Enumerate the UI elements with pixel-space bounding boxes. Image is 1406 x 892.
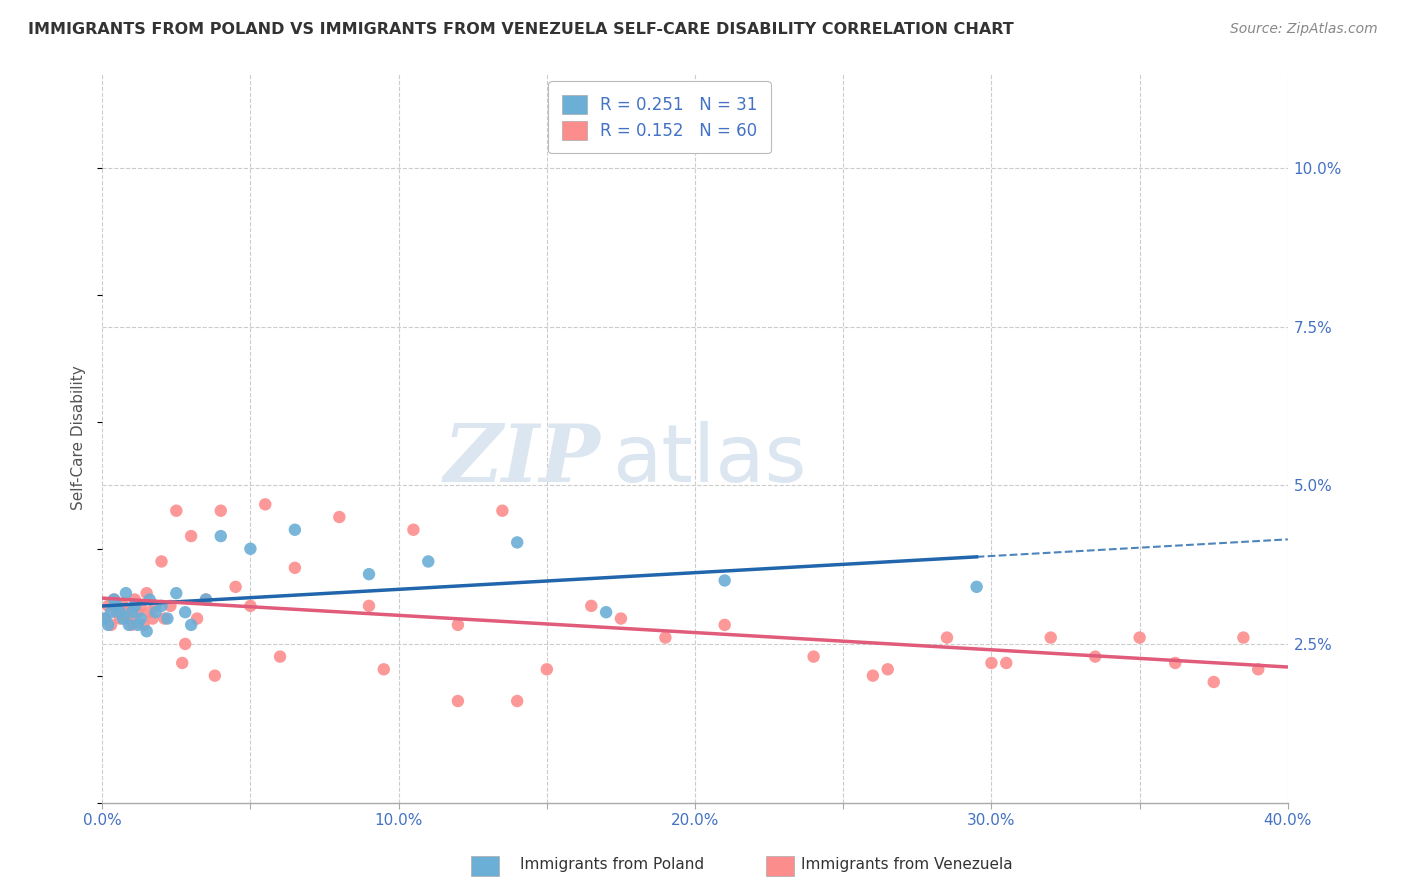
Point bbox=[100, 605, 122, 619]
Point bbox=[418, 554, 440, 568]
Point bbox=[103, 592, 125, 607]
Point bbox=[595, 605, 617, 619]
Point bbox=[1084, 649, 1107, 664]
Point bbox=[150, 554, 173, 568]
Point bbox=[156, 611, 179, 625]
Point bbox=[194, 592, 217, 607]
Point bbox=[536, 662, 558, 676]
Point bbox=[1202, 675, 1225, 690]
Text: Source: ZipAtlas.com: Source: ZipAtlas.com bbox=[1230, 22, 1378, 37]
Point bbox=[995, 656, 1018, 670]
Point bbox=[357, 567, 380, 582]
Point bbox=[100, 618, 122, 632]
Point bbox=[447, 618, 470, 632]
Point bbox=[135, 624, 157, 639]
Point bbox=[127, 605, 149, 619]
Point bbox=[254, 497, 277, 511]
Point bbox=[225, 580, 247, 594]
Point bbox=[94, 611, 117, 625]
Point bbox=[1164, 656, 1187, 670]
Point bbox=[209, 529, 232, 543]
Point bbox=[153, 611, 176, 625]
Point bbox=[194, 592, 217, 607]
Point bbox=[402, 523, 425, 537]
Point bbox=[239, 541, 262, 556]
Point bbox=[713, 574, 735, 588]
Point bbox=[966, 580, 988, 594]
Point bbox=[138, 592, 160, 607]
Point bbox=[138, 605, 160, 619]
Point bbox=[581, 599, 603, 613]
Point bbox=[239, 599, 262, 613]
Text: atlas: atlas bbox=[612, 421, 807, 499]
Point bbox=[135, 586, 157, 600]
Point bbox=[174, 637, 197, 651]
Point bbox=[121, 605, 143, 619]
Text: IMMIGRANTS FROM POLAND VS IMMIGRANTS FROM VENEZUELA SELF-CARE DISABILITY CORRELA: IMMIGRANTS FROM POLAND VS IMMIGRANTS FRO… bbox=[28, 22, 1014, 37]
Point bbox=[97, 618, 120, 632]
Point bbox=[357, 599, 380, 613]
Point bbox=[284, 561, 307, 575]
Point bbox=[118, 611, 141, 625]
Text: ZIP: ZIP bbox=[443, 421, 600, 499]
Point bbox=[174, 605, 197, 619]
Point bbox=[105, 605, 128, 619]
Point bbox=[111, 599, 134, 613]
Point bbox=[269, 649, 291, 664]
Point bbox=[1247, 662, 1270, 676]
Point bbox=[150, 599, 173, 613]
Point bbox=[180, 529, 202, 543]
Point bbox=[862, 668, 884, 682]
Point bbox=[129, 599, 152, 613]
Point bbox=[142, 611, 165, 625]
Point bbox=[145, 599, 167, 613]
Point bbox=[1232, 631, 1254, 645]
Legend: R = 0.251   N = 31, R = 0.152   N = 60: R = 0.251 N = 31, R = 0.152 N = 60 bbox=[548, 81, 770, 153]
Text: Immigrants from Venezuela: Immigrants from Venezuela bbox=[801, 857, 1014, 872]
Point bbox=[97, 599, 120, 613]
Point bbox=[180, 618, 202, 632]
Point bbox=[803, 649, 825, 664]
Point bbox=[165, 586, 187, 600]
Point bbox=[373, 662, 395, 676]
Point bbox=[186, 611, 208, 625]
Point bbox=[159, 599, 181, 613]
Text: Immigrants from Poland: Immigrants from Poland bbox=[520, 857, 704, 872]
Point bbox=[108, 605, 131, 619]
Point bbox=[980, 656, 1002, 670]
Point bbox=[121, 618, 143, 632]
Point bbox=[328, 510, 350, 524]
Point bbox=[209, 504, 232, 518]
Point bbox=[103, 592, 125, 607]
Point bbox=[118, 618, 141, 632]
Point bbox=[506, 694, 529, 708]
Point bbox=[610, 611, 633, 625]
Point bbox=[115, 605, 138, 619]
Point bbox=[145, 605, 167, 619]
Point bbox=[165, 504, 187, 518]
Point bbox=[1129, 631, 1152, 645]
Point bbox=[105, 599, 128, 613]
Point bbox=[132, 618, 155, 632]
Point bbox=[506, 535, 529, 549]
Point bbox=[124, 599, 146, 613]
Point bbox=[876, 662, 898, 676]
Point bbox=[111, 611, 134, 625]
Point bbox=[654, 631, 676, 645]
Point bbox=[447, 694, 470, 708]
Point bbox=[713, 618, 735, 632]
Point bbox=[129, 611, 152, 625]
Point bbox=[127, 618, 149, 632]
Point bbox=[108, 611, 131, 625]
Point bbox=[204, 668, 226, 682]
Point bbox=[284, 523, 307, 537]
Point bbox=[936, 631, 959, 645]
Point bbox=[491, 504, 513, 518]
Point bbox=[124, 592, 146, 607]
Point bbox=[172, 656, 194, 670]
Point bbox=[94, 611, 117, 625]
Point bbox=[1039, 631, 1062, 645]
Point bbox=[115, 586, 138, 600]
Y-axis label: Self-Care Disability: Self-Care Disability bbox=[72, 366, 86, 510]
